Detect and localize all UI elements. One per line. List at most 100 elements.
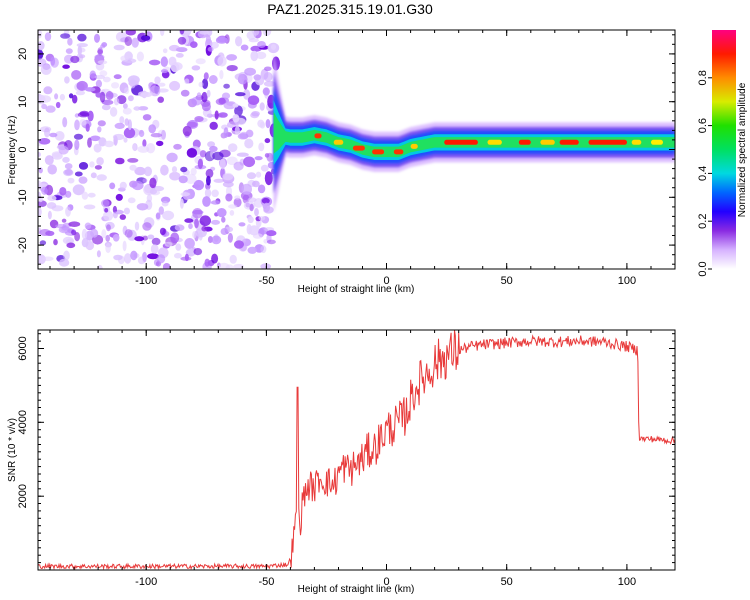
spectrogram-noise-blob — [258, 142, 265, 152]
spectrogram-noise-blob — [149, 85, 161, 97]
spectrogram-noise-blob — [127, 158, 139, 163]
spectrogram-noise-blob — [223, 83, 230, 89]
spectrogram-noise-blob — [267, 94, 276, 109]
spectrogram-noise-blob — [196, 92, 202, 98]
spectrogram-noise-blob — [179, 198, 184, 209]
spectrogram-noise-blob — [58, 145, 69, 155]
spectrogram-noise-blob — [180, 192, 190, 197]
spectrogram-noise-blob — [72, 184, 85, 196]
spectrogram-noise-blob — [78, 162, 89, 170]
spectrogram-noise-blob — [234, 240, 244, 249]
spectrogram-noise-blob — [158, 206, 164, 215]
spectrogram-noise-blob — [229, 254, 237, 264]
spectrogram-noise-blob — [58, 258, 70, 267]
spectrogram-noise-blob — [97, 47, 103, 56]
spectrogram-noise-blob — [234, 105, 243, 117]
spectrogram-noise-blob — [127, 75, 140, 85]
spectrogram-noise-blob — [131, 37, 139, 48]
ridge-peak-segment — [333, 139, 344, 145]
spectrogram-noise-blob — [89, 70, 97, 79]
colorbar-gradient — [712, 30, 736, 269]
spectrogram-noise-blob — [161, 129, 166, 140]
spectrogram-noise-blob — [252, 180, 260, 188]
spectrogram-noise-blob — [229, 210, 235, 216]
spectrogram-noise-blob — [212, 151, 224, 161]
spectrogram-y-axis-label: Frequency (Hz) — [7, 116, 18, 185]
x-tick-label: -50 — [258, 576, 274, 588]
spectrogram-noise-blob — [217, 55, 227, 67]
spectrogram-noise-blob — [199, 215, 211, 226]
spectrogram-noise-blob — [136, 51, 144, 62]
spectrogram-noise-blob — [180, 166, 188, 173]
spectrogram-noise-blob — [162, 48, 168, 54]
spectrogram-noise-blob — [123, 127, 136, 139]
spectrogram-noise-blob — [114, 122, 125, 129]
snr-panel: -100 -50 0 50 100 2000 4000 6000 Height of str… — [7, 329, 676, 595]
spectrogram-noise-blob — [64, 76, 70, 84]
spectrogram-noise-blob — [199, 150, 207, 158]
spectrogram-noise-blob — [241, 183, 252, 195]
spectrogram-noise-blob — [41, 103, 47, 110]
spectrogram-noise-blob — [147, 234, 155, 240]
spectrogram-noise-blob — [160, 30, 165, 37]
spectrogram-noise-blob — [198, 231, 203, 241]
spectrogram-noise-blob — [113, 97, 120, 106]
spectrogram-noise-blob — [257, 41, 266, 48]
spectrogram-noise-blob — [81, 238, 89, 248]
spectrogram-noise-blob — [211, 219, 220, 225]
spectrogram-noise-blob — [78, 176, 88, 184]
spectrogram-noise-blob — [47, 210, 52, 220]
x-tick-label: 50 — [501, 576, 513, 588]
spectrogram-noise-blob — [184, 253, 189, 262]
spectrogram-noise-blob — [67, 177, 75, 184]
spectrogram-noise-blob — [221, 216, 226, 223]
spectrogram-noise-blob — [90, 228, 99, 238]
spectrogram-noise-blob — [211, 189, 219, 198]
spectrogram-noise-blob — [240, 44, 249, 51]
ridge-peak-segment — [540, 139, 555, 145]
spectrogram-noise-blob — [199, 30, 209, 35]
spectrogram-noise-blob — [131, 180, 144, 191]
spectrogram-noise-blob — [54, 93, 59, 100]
spectrogram-noise-blob — [77, 45, 83, 56]
spectrogram-noise-blob — [228, 204, 238, 209]
spectrogram-noise-blob — [113, 254, 123, 261]
spectrogram-noise-blob — [179, 30, 185, 35]
spectrogram-noise-blob — [180, 89, 190, 97]
spectrogram-noise-blob — [73, 133, 84, 140]
spectrogram-noise-blob — [101, 199, 110, 208]
spectrogram-noise-blob — [157, 254, 166, 264]
spectrogram-noise-blob — [106, 224, 111, 232]
spectrogram-noise-blob — [250, 112, 259, 119]
spectrogram-noise-blob — [113, 74, 122, 80]
spectrogram-noise-blob — [201, 91, 208, 103]
spectrogram-noise-blob — [38, 180, 42, 190]
spectrogram-noise-blob — [162, 210, 175, 221]
spectrogram-noise-blob — [266, 152, 274, 162]
spectrogram-noise-blob — [228, 143, 238, 153]
x-tick-label: 0 — [383, 275, 389, 287]
spectrogram-noise-blob — [218, 97, 226, 105]
spectrogram-noise-blob — [62, 236, 74, 245]
spectrogram-noise-blob — [184, 238, 195, 249]
y-tick-label: 10 — [17, 96, 29, 108]
spectrogram-noise-blob — [233, 197, 242, 208]
spectrogram-noise-blob — [201, 225, 208, 232]
ridge-peak-segment — [559, 139, 579, 145]
spectrogram-noise-blob — [38, 254, 46, 265]
spectrogram-noise-blob — [258, 216, 266, 221]
spectrogram-noise-blob — [246, 31, 257, 40]
spectrogram-noise-blob — [94, 33, 100, 43]
spectrogram-noise-blob — [68, 221, 81, 227]
spectrogram-noise-blob — [254, 208, 259, 217]
spectrogram-noise-blob — [197, 158, 203, 169]
spectrogram-noise-blob — [129, 164, 137, 171]
spectrogram-noise-blob — [60, 33, 71, 39]
spectrogram-noise-blob — [164, 241, 173, 247]
spectrogram-noise-blob — [207, 141, 216, 148]
spectrogram-noise-blob — [138, 129, 145, 138]
spectrogram-noise-blob — [198, 81, 204, 88]
spectrogram-noise-blob — [62, 117, 68, 128]
spectrogram-noise-blob — [71, 70, 82, 80]
